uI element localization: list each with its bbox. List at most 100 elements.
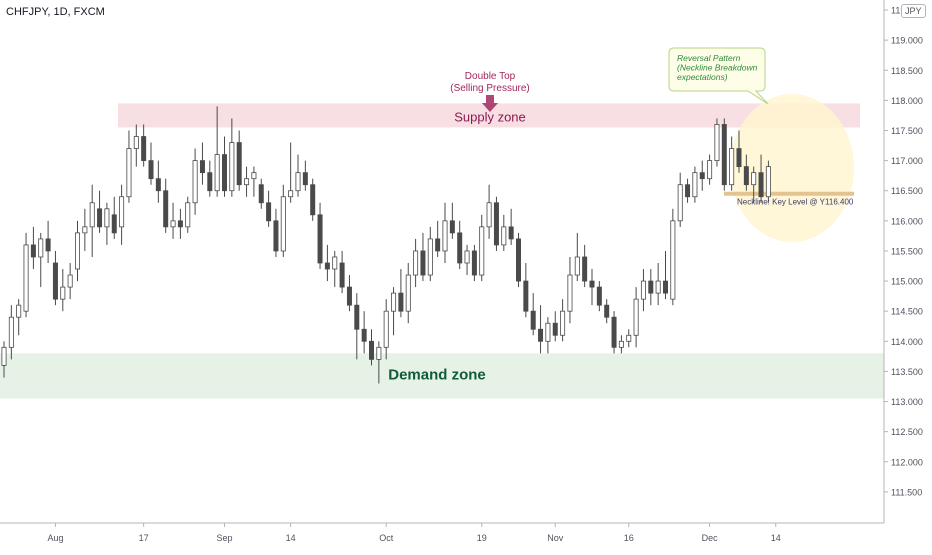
candle-up [707,160,713,180]
candle-up [427,238,433,276]
candle-down [449,220,455,234]
candle-up [332,256,338,270]
y-tick-label: 117.500 [891,126,923,136]
y-tick-label: 114.000 [891,337,923,347]
candle-up [670,220,676,300]
candle-up [655,280,661,294]
candle-down [111,214,117,234]
reversal-callout-line: expectations) [677,72,728,82]
candle-down [273,220,279,252]
candle-down [552,322,558,336]
candle-up [126,148,132,198]
y-tick-label: 112.500 [891,427,923,437]
label-layer: Supply zone Demand zone Neckline: Key Le… [388,47,854,383]
candle-down [266,202,272,222]
candle-up [251,172,257,180]
candle-down [699,172,705,180]
candle-down [398,292,404,312]
y-tick-label: 118.500 [891,66,923,76]
candle-down [199,160,205,174]
candle-down [596,286,602,306]
candle-up [67,274,73,288]
candle-up [244,178,250,186]
candle-up [89,202,95,228]
candle-up [464,250,470,264]
candle-down [589,280,595,288]
x-tick-label: Dec [702,533,719,543]
candle-down [530,310,536,330]
candle-up [633,298,639,336]
candle-up [567,274,573,312]
double-top-arrow-icon [482,95,498,112]
x-tick-label: 16 [624,533,634,543]
candle-down [648,280,654,294]
axes-layer: 111.500 112.000 112.500 113.000 113.500 114.0… [0,0,923,543]
currency-badge[interactable]: JPY [901,4,926,18]
candle-down [207,172,213,192]
y-tick-label: 114.500 [891,307,923,317]
candle-down [493,202,499,246]
candle-up [413,250,419,276]
y-tick-label: 118.000 [891,96,923,106]
candle-down [516,238,522,282]
candle-down [310,184,316,216]
candle-up [405,274,411,312]
candle-up [751,172,757,186]
candle-up [677,184,683,222]
candle-down [30,244,36,258]
candle-up [229,142,235,192]
candle-down [317,214,323,264]
candle-up [714,124,720,162]
candle-down [354,304,360,330]
candle-up [442,220,448,252]
candle-up [545,322,551,342]
candle-down [743,166,749,186]
neckline-label: Neckline: Key Level @ Y116.400 [737,198,854,207]
candle-up [104,208,110,228]
y-tick-label: 112.000 [891,457,923,467]
candle-down [368,340,374,360]
candle-up [618,340,624,348]
y-tick-label: 117.000 [891,156,923,166]
candle-up [192,160,198,204]
candle-down [721,124,727,186]
candle-down [457,232,463,264]
reversal-callout-box [668,47,769,105]
reversal-pattern-highlight [730,94,854,242]
candle-down [346,286,352,306]
double-top-label: Double Top [465,71,516,82]
candle-up [574,256,580,276]
candle-down [663,280,669,294]
y-tick-label: 113.000 [891,397,923,407]
candle-down [582,256,588,282]
candle-down [420,250,426,276]
candle-up [479,226,485,276]
candles-layer [1,106,771,384]
zone-layer [0,94,884,399]
y-tick-label: 116.000 [891,216,923,226]
candle-down [604,304,610,318]
supply-zone-label: Supply zone [454,109,526,124]
candle-down [435,238,441,252]
candle-up [765,166,771,198]
candle-down [339,262,345,288]
candle-up [626,334,632,342]
demand-zone-band [0,353,884,399]
y-tick-label: 119.000 [891,36,923,46]
candle-down [155,178,161,192]
candle-up [280,196,286,252]
candle-down [736,148,742,168]
candle-up [295,172,301,192]
reversal-callout-line: Reversal Pattern [677,53,741,63]
demand-zone-label: Demand zone [388,366,486,383]
candle-down [685,184,691,198]
candle-up [8,316,14,348]
candle-up [376,346,382,360]
candle-up [692,172,698,198]
candle-down [141,136,147,162]
candle-up [185,202,191,228]
candle-up [640,280,646,300]
candle-down [471,250,477,276]
candle-down [258,184,264,204]
